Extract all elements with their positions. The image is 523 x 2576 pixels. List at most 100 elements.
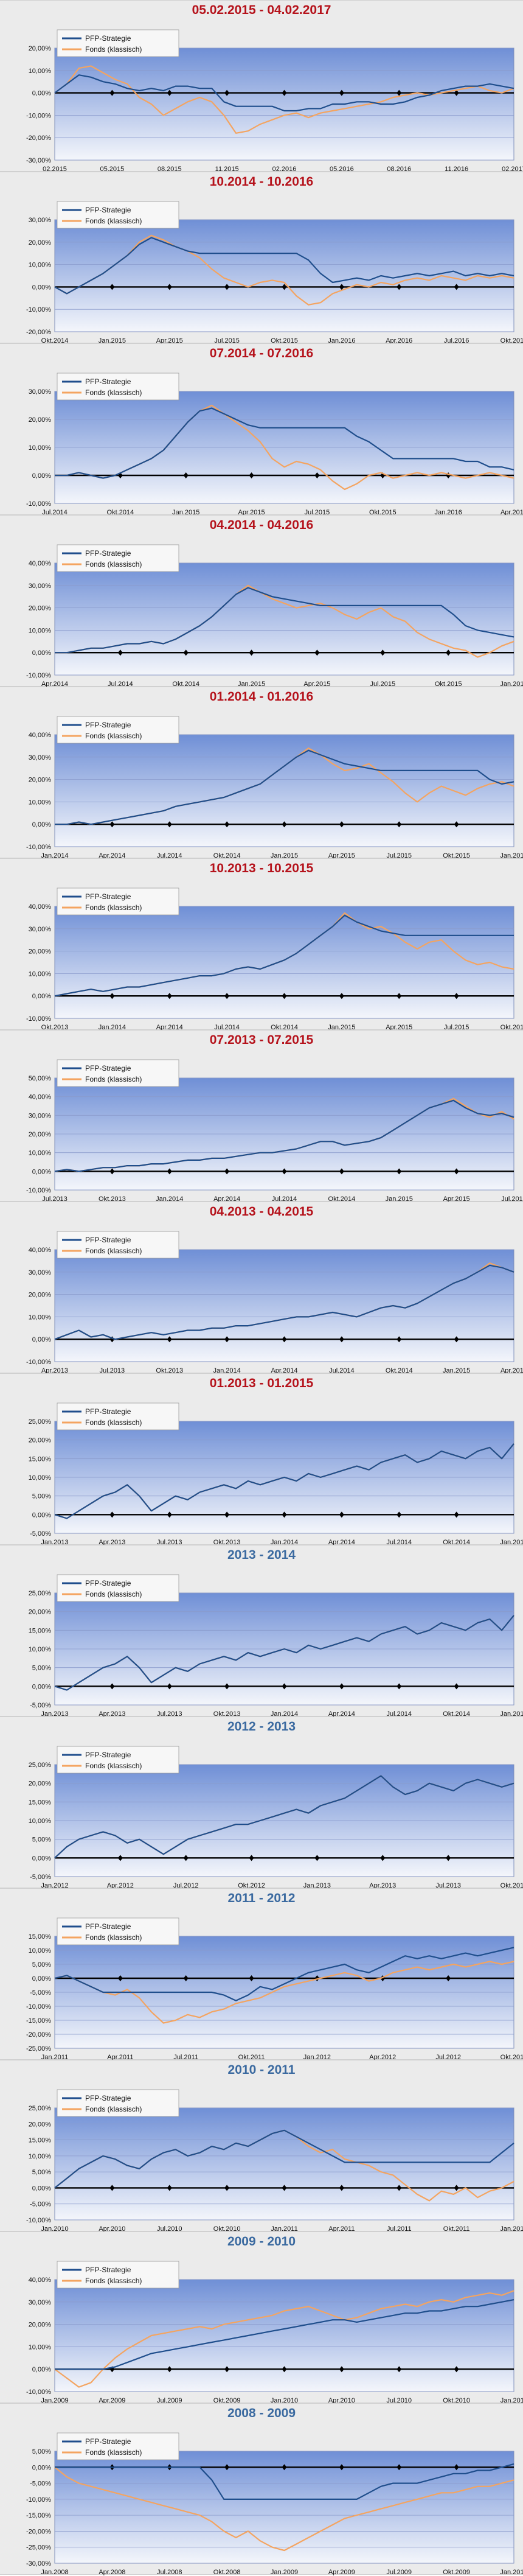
legend: PFP-Strategie Fonds (klassisch) [57, 1402, 179, 1430]
y-tick-label: 20,00% [29, 948, 52, 956]
legend-box [57, 2089, 179, 2117]
legend: PFP-Strategie Fonds (klassisch) [57, 544, 179, 572]
x-tick-label: Apr.2012 [369, 2054, 396, 2060]
y-tick-label: 20,00% [29, 2121, 52, 2128]
y-tick-label: 10,00% [29, 2343, 52, 2351]
x-tick-label: 02.2016 [272, 166, 297, 172]
x-tick-label: Jan.2016 [500, 852, 523, 859]
x-tick-label: Jan.2014 [271, 1710, 298, 1717]
plot-area [54, 562, 514, 676]
x-tick-label: Okt.2008 [213, 2569, 241, 2575]
x-tick-label: Jan.2016 [435, 509, 462, 516]
x-tick-label: Apr.2009 [99, 2397, 125, 2404]
legend-entry: PFP-Strategie [85, 549, 131, 558]
x-tick-label: Apr.2013 [99, 1539, 125, 1545]
y-tick-label: 0,00% [32, 2464, 51, 2471]
legend-entry: PFP-Strategie [85, 34, 131, 43]
y-tick-label: -5,00% [30, 1989, 51, 1997]
axis-marker [109, 2185, 115, 2191]
x-tick-label: Apr.2016 [386, 337, 412, 344]
x-tick-label: Okt.2014 [172, 681, 199, 687]
line-chart: 30,00%20,00%10,00%0,00%-10,00%-20,00%Okt… [26, 201, 523, 344]
x-tick-label: Jan.2015 [238, 681, 265, 687]
chart-title: 01.2014 - 01.2016 [209, 690, 314, 704]
x-tick-label: Apr.2014 [271, 1367, 297, 1374]
y-tick-label: -15,00% [26, 2017, 51, 2025]
chart-title: 10.2014 - 10.2016 [209, 175, 314, 189]
x-tick-label: Jul.2014 [42, 509, 68, 516]
x-tick-label: Jan.2011 [271, 2225, 297, 2232]
axis-marker [109, 89, 115, 96]
axis-marker [109, 993, 115, 999]
chart-title: 05.02.2015 - 04.02.2017 [192, 3, 331, 17]
y-tick-label: 0,00% [32, 90, 51, 97]
axis-marker [224, 1168, 230, 1175]
series-line-pfp [55, 407, 514, 479]
legend-box [57, 1402, 179, 1430]
y-tick-label: 15,00% [29, 1799, 52, 1806]
axis-marker [224, 89, 230, 96]
axis-marker [339, 821, 344, 828]
axis-marker [454, 89, 459, 96]
y-tick-label: 20,00% [29, 1609, 52, 1616]
axis-marker [282, 89, 287, 96]
y-tick-label: -15,00% [26, 2512, 51, 2519]
x-tick-label: Jan.2015 [328, 1024, 355, 1031]
axis-marker [446, 1975, 451, 1981]
y-tick-label: 30,00% [29, 2299, 52, 2306]
axis-marker [380, 1855, 386, 1861]
legend: PFP-Strategie Fonds (klassisch) [57, 2261, 179, 2289]
y-tick-label: 15,00% [29, 2137, 52, 2144]
x-tick-label: Jan.2014 [213, 1367, 240, 1374]
y-tick-label: 0,00% [32, 2366, 51, 2373]
x-tick-label: Jul.2014 [329, 1367, 355, 1374]
legend-entry: PFP-Strategie [85, 1407, 131, 1416]
legend-entry: Fonds (klassisch) [85, 45, 142, 54]
plot-area [54, 47, 514, 161]
x-tick-label: Jan.2010 [500, 2569, 523, 2575]
y-tick-label: 0,00% [32, 1855, 51, 1862]
axis-marker [282, 1168, 287, 1175]
x-tick-label: Jan.2014 [156, 1195, 183, 1202]
y-tick-label: 0,00% [32, 1511, 51, 1519]
x-tick-label: Jan.2008 [41, 2569, 68, 2575]
legend: PFP-Strategie Fonds (klassisch) [57, 2432, 179, 2460]
legend-box [57, 1231, 179, 1259]
axis-marker [282, 284, 287, 290]
axis-marker [397, 2185, 402, 2191]
x-tick-label: Apr.2010 [99, 2225, 125, 2232]
legend-entry: Fonds (klassisch) [85, 217, 142, 225]
y-tick-label: -25,00% [26, 2045, 51, 2053]
y-tick-label: 20,00% [29, 45, 52, 52]
axis-marker [454, 993, 459, 999]
axis-marker [109, 284, 115, 290]
axis-marker [397, 89, 402, 96]
x-tick-label: Okt.2015 [271, 337, 298, 344]
y-tick-label: -10,00% [26, 844, 51, 851]
y-tick-label: -5,00% [30, 1874, 51, 1881]
x-tick-label: Jan.2016 [328, 337, 355, 344]
plot-area [54, 1249, 514, 1362]
x-tick-label: Apr.2011 [107, 2054, 133, 2060]
chart-panel: 07.2014 - 07.2016 30,00% 20,00% 10,00% 0,00%… [0, 343, 523, 516]
y-tick-label: 15,00% [29, 1455, 52, 1463]
axis-marker [224, 1683, 230, 1690]
y-tick-label: -10,00% [26, 306, 51, 313]
y-tick-label: -5,00% [30, 1530, 51, 1538]
axis-marker [282, 2464, 287, 2471]
axis-marker [397, 1168, 402, 1175]
legend-box [57, 29, 179, 57]
legend: PFP-Strategie Fonds (klassisch) [57, 1059, 179, 1087]
x-tick-label: Apr.2014 [213, 1195, 240, 1202]
x-tick-label: Apr.2014 [41, 681, 68, 687]
axis-marker [282, 1683, 287, 1690]
axis-marker [282, 993, 287, 999]
series-line-pfp [55, 2463, 514, 2501]
y-tick-label: -20,00% [26, 329, 51, 336]
line-chart: 40,00%30,00%20,00%10,00%0,00%-10,00%Jan.… [26, 2261, 523, 2404]
legend-entry: PFP-Strategie [85, 1579, 131, 1587]
x-tick-label: Apr.2014 [328, 1539, 355, 1545]
x-tick-label: Jan.2015 [271, 852, 298, 859]
y-tick-label: 30,00% [29, 217, 52, 224]
axis-marker [117, 649, 123, 656]
